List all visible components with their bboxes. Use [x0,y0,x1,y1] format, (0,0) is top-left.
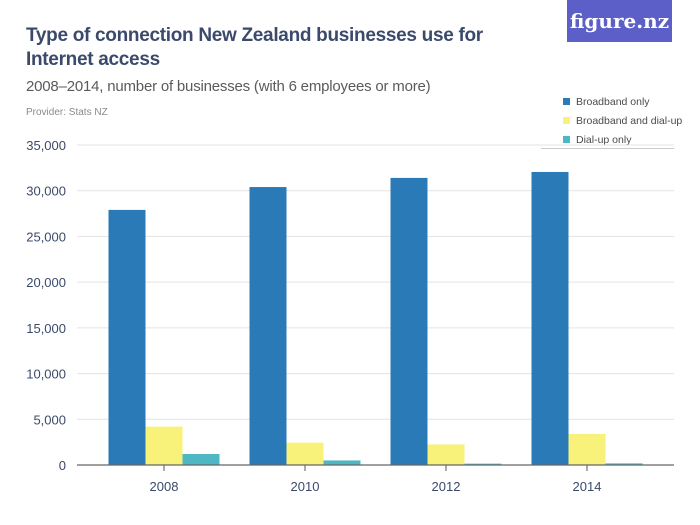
bar [464,463,502,465]
data-provider: Provider: Stats NZ [26,107,108,118]
bar [427,444,465,465]
legend-label: Dial-up only [576,133,632,146]
y-tick-label: 15,000 [26,321,66,336]
x-tick-label: 2012 [432,479,461,494]
bar [531,171,569,465]
bar [108,209,146,465]
bar [605,463,643,465]
bar [323,460,361,465]
legend-swatch [563,117,570,124]
x-tick-label: 2008 [150,479,179,494]
figure-nz-logo[interactable]: figure.nz [567,0,672,42]
y-tick-label: 35,000 [26,138,66,153]
x-tick-label: 2014 [573,479,602,494]
x-tick-label: 2010 [291,479,320,494]
y-tick-label: 30,000 [26,184,66,199]
legend-divider [541,148,674,149]
y-tick-label: 25,000 [26,229,66,244]
bar [568,433,606,465]
legend-item-broadband-and-dialup: Broadband and dial-up [563,111,682,130]
bar [286,442,324,465]
chart-title: Type of connection New Zealand businesse… [26,25,483,70]
y-tick-label: 10,000 [26,367,66,382]
chart-legend: Broadband only Broadband and dial-up Dia… [563,92,682,149]
legend-label: Broadband and dial-up [576,114,683,127]
bar [249,187,287,466]
chart-subtitle: 2008–2014, number of businesses (with 6 … [26,78,431,95]
bar [145,426,183,465]
legend-swatch [563,136,570,143]
legend-item-broadband-only: Broadband only [563,92,682,111]
legend-item-dialup-only: Dial-up only [563,130,682,149]
y-tick-label: 20,000 [26,275,66,290]
y-tick-label: 0 [59,458,66,473]
legend-swatch [563,98,570,105]
legend-label: Broadband only [576,95,650,108]
bar [390,177,428,465]
bar [182,454,220,465]
y-tick-label: 5,000 [33,412,66,427]
